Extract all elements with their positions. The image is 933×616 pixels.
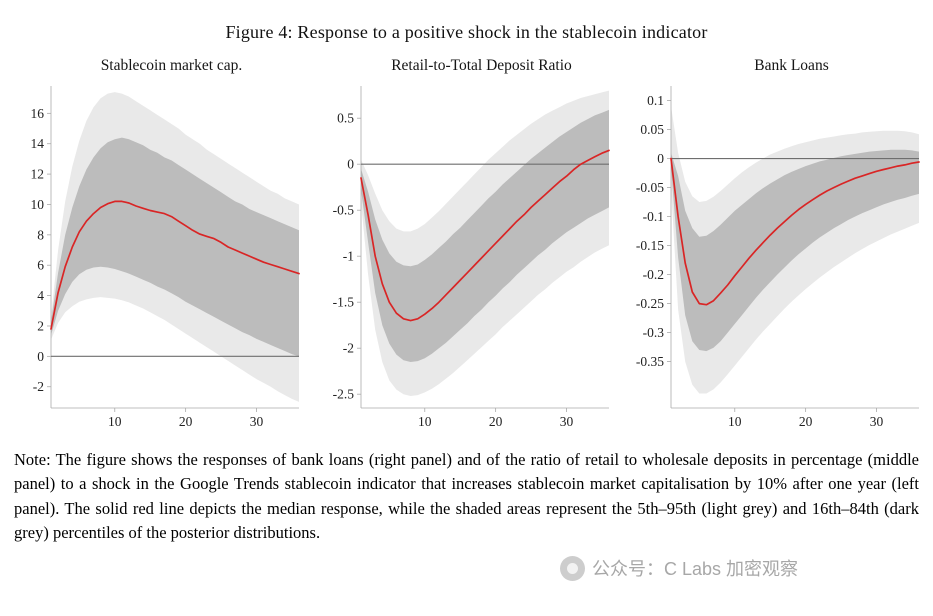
- svg-text:-0.3: -0.3: [642, 325, 664, 340]
- watermark-text: 公众号：C Labs 加密观察: [592, 559, 799, 579]
- svg-text:-2.5: -2.5: [332, 387, 354, 402]
- svg-text:10: 10: [728, 414, 742, 429]
- svg-text:30: 30: [869, 414, 883, 429]
- svg-text:10: 10: [30, 197, 44, 212]
- svg-text:20: 20: [488, 414, 502, 429]
- svg-text:8: 8: [37, 227, 44, 242]
- svg-text:12: 12: [30, 167, 44, 182]
- panel-title-stablecoin-market-cap: Stablecoin market cap.: [100, 57, 243, 74]
- chart-bank-loans: 0.1 0.05 0 -0.05 -0.1 -0.15 -0.2 -0.25 -0.3 -0.35…: [635, 86, 920, 429]
- svg-text:0: 0: [657, 151, 664, 166]
- figure-title: Figure 4: Response to a positive shock i…: [225, 22, 708, 42]
- svg-text:-1.5: -1.5: [332, 295, 354, 310]
- svg-text:10: 10: [108, 414, 122, 429]
- watermark: 公众号：C Labs 加密观察: [560, 555, 798, 581]
- svg-text:14: 14: [30, 136, 44, 151]
- watermark-logo-icon: [560, 555, 585, 581]
- svg-text:-2: -2: [32, 379, 43, 394]
- svg-text:20: 20: [178, 414, 192, 429]
- svg-text:-1: -1: [342, 249, 353, 264]
- svg-text:-0.5: -0.5: [332, 203, 354, 218]
- panel-stablecoin-market-cap: Stablecoin market cap. 16 14 12 10 8 6 4 2 0 -2 10…: [9, 57, 305, 434]
- panel-bank-loans: Bank Loans 0.1 0.05 0 -0.05 -0.1 -0.15 -0.2 -0.…: [629, 57, 925, 434]
- svg-text:30: 30: [249, 414, 263, 429]
- svg-text:0.1: 0.1: [647, 93, 664, 108]
- svg-text:4: 4: [37, 288, 44, 303]
- chart-retail-to-total-deposit-ratio: 0.5 0 -0.5 -1 -1.5 -2 -2.5 10 20 30: [332, 86, 610, 429]
- svg-text:-0.2: -0.2: [642, 267, 663, 282]
- panel-retail-to-total-deposit-ratio: Retail-to-Total Deposit Ratio 0.5 0 -0.5 -1…: [319, 57, 615, 434]
- svg-text:20: 20: [798, 414, 812, 429]
- figure-note: Note: The figure shows the responses of …: [14, 450, 919, 542]
- svg-text:-0.1: -0.1: [642, 209, 663, 224]
- svg-text:16: 16: [30, 106, 44, 121]
- svg-text:-0.05: -0.05: [635, 180, 663, 195]
- svg-text:0.05: 0.05: [640, 122, 664, 137]
- svg-text:0.5: 0.5: [337, 111, 354, 126]
- svg-text:6: 6: [37, 258, 44, 273]
- svg-text:0: 0: [37, 349, 44, 364]
- svg-text:30: 30: [559, 414, 573, 429]
- svg-text:-0.15: -0.15: [635, 238, 663, 253]
- svg-text:-0.25: -0.25: [635, 296, 663, 311]
- panels-row: Stablecoin market cap. 16 14 12 10 8 6 4 2 0 -2 10…: [0, 57, 933, 434]
- svg-text:2: 2: [37, 318, 44, 333]
- panel-title-bank-loans: Bank Loans: [754, 57, 829, 74]
- svg-text:-0.35: -0.35: [635, 354, 663, 369]
- svg-text:-2: -2: [342, 341, 353, 356]
- svg-text:0: 0: [347, 157, 354, 172]
- panel-title-retail-to-total-deposit-ratio: Retail-to-Total Deposit Ratio: [391, 57, 572, 74]
- svg-text:10: 10: [418, 414, 432, 429]
